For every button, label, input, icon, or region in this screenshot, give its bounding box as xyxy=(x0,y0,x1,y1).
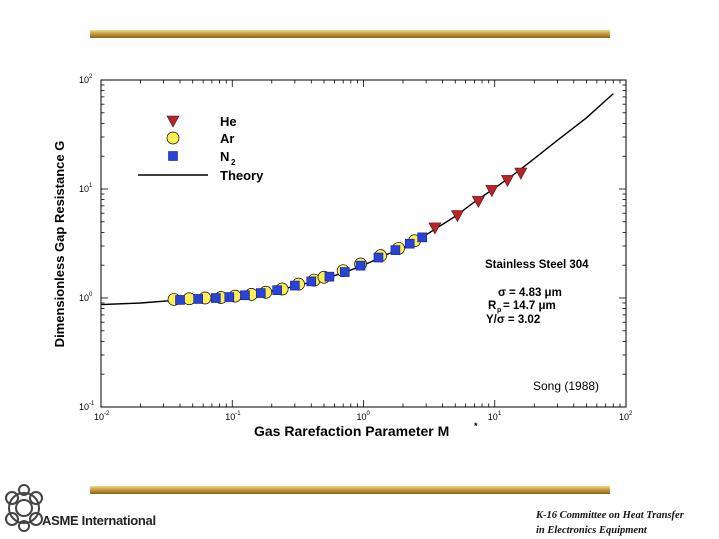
x-axis-label: Gas Rarefaction Parameter M xyxy=(254,423,449,439)
data-point-n2 xyxy=(211,293,221,303)
annotation-source: Song (1988) xyxy=(533,379,599,393)
x-tick-label-exponent: -2 xyxy=(104,411,110,417)
x-tick-label-exponent: 2 xyxy=(629,411,633,417)
data-point-n2 xyxy=(324,271,335,282)
annotation-y-ratio: Y/σ = 3.02 xyxy=(486,314,540,326)
x-tick-label-exponent: 0 xyxy=(367,411,371,417)
data-point-n2 xyxy=(240,290,250,301)
asme-logo-icon xyxy=(5,484,43,532)
data-point-n2 xyxy=(224,292,235,302)
annotation-rp-value: = 14.7 μm xyxy=(503,300,556,312)
data-point-n2 xyxy=(404,238,415,249)
x-tick-label-exponent: -1 xyxy=(235,411,241,417)
asme-logo-text: ASME International xyxy=(42,513,156,528)
committee-note-line2: in Electronics Equipment xyxy=(536,525,647,536)
annotation-material: Stainless Steel 304 xyxy=(485,259,589,271)
x-axis-label-superscript: * xyxy=(474,421,478,431)
y-tick-label: 10 xyxy=(79,75,89,85)
theory-curve xyxy=(100,93,614,306)
data-point-n2 xyxy=(272,285,282,295)
x-tick-label: 10 xyxy=(357,412,367,422)
annotation-rp: R xyxy=(488,300,497,312)
x-tick-label: 10 xyxy=(488,412,498,422)
data-point-he xyxy=(485,185,499,198)
top-gold-rule xyxy=(90,30,610,38)
legend-label-subscript: 2 xyxy=(231,158,236,167)
x-tick-label-exponent: 1 xyxy=(498,411,502,417)
annotation-rp-subscript: p xyxy=(497,307,501,314)
legend-label: He xyxy=(220,114,237,129)
data-point-n2 xyxy=(355,260,366,271)
y-tick-label-exponent: 2 xyxy=(89,74,93,80)
legend-marker-he xyxy=(166,115,180,128)
legend-marker-ar xyxy=(166,131,180,145)
series-ar xyxy=(167,234,421,306)
committee-note-line1: K-16 Committee on Heat Transfer xyxy=(536,510,684,521)
y-axis-label: Dimensionless Gap Resistance G xyxy=(52,141,67,348)
x-tick-label: 10 xyxy=(619,412,629,422)
legend-marker-n xyxy=(168,151,178,161)
committee-note: K-16 Committee on Heat Transfer in Elect… xyxy=(536,508,684,538)
data-point-n2 xyxy=(373,252,384,263)
data-point-he xyxy=(514,167,528,180)
data-point-he xyxy=(428,222,442,235)
x-tick-label: 10 xyxy=(225,412,235,422)
data-point-n2 xyxy=(339,267,350,277)
data-point-he xyxy=(500,175,514,187)
y-tick-label: 10 xyxy=(79,293,89,303)
legend-label: Ar xyxy=(220,131,234,146)
y-tick-label: 10 xyxy=(79,402,89,412)
axis-ticks xyxy=(100,80,626,408)
data-point-n2 xyxy=(390,245,401,255)
legend-label: Theory xyxy=(220,168,264,183)
y-tick-label: 10 xyxy=(79,184,89,194)
series-n2 xyxy=(175,232,427,305)
series-he xyxy=(428,167,528,235)
annotation-sigma: σ = 4.83 μm xyxy=(498,287,562,299)
data-point-n2 xyxy=(290,280,300,291)
bottom-gold-rule xyxy=(90,486,610,494)
data-point-n2 xyxy=(417,232,427,243)
legend-label: N xyxy=(220,149,229,164)
plot-frame xyxy=(100,79,627,408)
y-tick-label-exponent: 1 xyxy=(89,183,93,189)
data-point-he xyxy=(471,196,485,208)
data-point-n2 xyxy=(255,288,266,298)
data-point-n2 xyxy=(306,276,317,287)
y-tick-label-exponent: -1 xyxy=(89,401,95,407)
data-point-n2 xyxy=(175,295,185,305)
data-point-he xyxy=(450,210,464,223)
y-tick-label-exponent: 0 xyxy=(89,292,93,298)
data-point-n2 xyxy=(193,294,203,304)
x-tick-label: 10 xyxy=(94,412,104,422)
